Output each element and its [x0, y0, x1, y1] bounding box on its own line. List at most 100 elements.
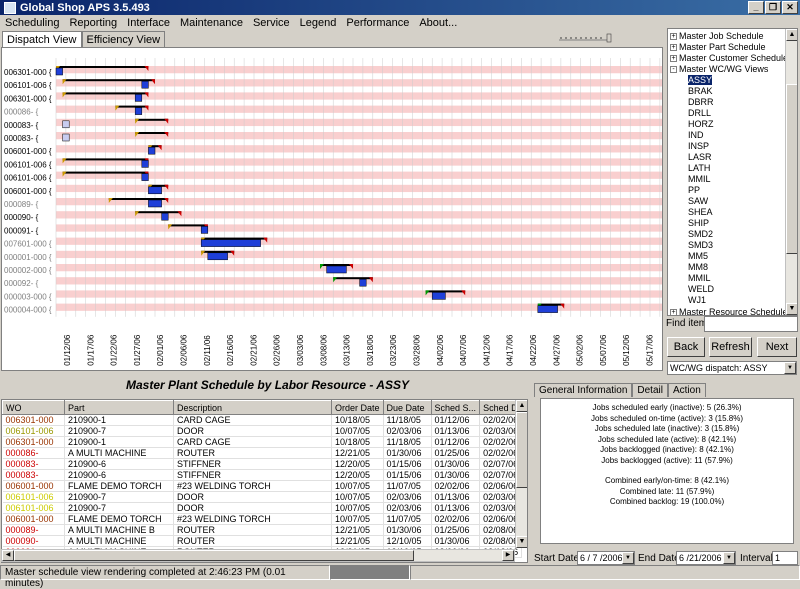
- job-bar[interactable]: [55, 67, 63, 76]
- gantt-row-label[interactable]: 006101-006 {: [4, 174, 52, 183]
- scroll-up-arrow-icon[interactable]: ▲: [516, 400, 527, 412]
- gantt-row-label[interactable]: 000083- {: [4, 134, 39, 143]
- tree-node-0[interactable]: + Master Job Schedule: [670, 31, 764, 41]
- job-bar[interactable]: [161, 212, 169, 221]
- gantt-row-label[interactable]: 007601-000 {: [4, 240, 52, 249]
- table-row[interactable]: 006101-006 210900-7 DOOR 10/07/05 02/03/06 01…: [2, 502, 523, 514]
- gantt-span-line[interactable]: [62, 158, 149, 161]
- gantt-span-line[interactable]: [201, 250, 235, 253]
- job-bar[interactable]: [134, 94, 143, 102]
- gantt-span-line[interactable]: [168, 224, 208, 227]
- tree-node-1[interactable]: + Master Part Schedule: [670, 42, 766, 52]
- interval-input[interactable]: 1: [772, 551, 798, 565]
- tree-child-ind[interactable]: IND: [688, 130, 704, 140]
- grid-vertical-scrollbar[interactable]: ▲ ▼: [515, 400, 527, 548]
- job-bar[interactable]: [326, 265, 347, 274]
- gantt-span-line[interactable]: [108, 198, 169, 200]
- job-bar[interactable]: [62, 133, 70, 142]
- table-row[interactable]: 006001-000 FLAME DEMO TORCH #23 WELDING TO…: [2, 513, 523, 525]
- table-row[interactable]: 000083- 210900-6 STIFFNER 12/20/05 01/15/06 0…: [2, 469, 523, 481]
- tree-child-smd2[interactable]: SMD2: [688, 229, 714, 239]
- table-row[interactable]: 006101-006 210900-7 DOOR 10/07/05 02/03/06 01…: [2, 425, 523, 437]
- tree-child-shea[interactable]: SHEA: [688, 207, 713, 217]
- tab-general-information[interactable]: General Information: [534, 383, 633, 397]
- col-header-part[interactable]: Part: [64, 400, 174, 415]
- tree-vertical-scrollbar[interactable]: ▲ ▼: [785, 29, 797, 315]
- refresh-button[interactable]: Refresh: [709, 337, 752, 357]
- job-bar[interactable]: [200, 226, 209, 234]
- scroll-thumb[interactable]: [786, 84, 797, 254]
- close-button[interactable]: ✕: [782, 1, 798, 14]
- job-bar[interactable]: [148, 146, 156, 155]
- menu-scheduling[interactable]: Scheduling: [5, 17, 60, 29]
- gantt-span-line[interactable]: [148, 184, 169, 187]
- table-row[interactable]: 006301-000 210900-1 CARD CAGE 10/18/05 11/18…: [2, 436, 523, 448]
- gantt-row-label[interactable]: 000001-000 {: [4, 253, 52, 262]
- tree-node-2[interactable]: + Master Customer Schedule: [670, 53, 789, 63]
- gantt-span-line[interactable]: [135, 132, 169, 134]
- gantt-row-label[interactable]: 006301-000 {: [4, 94, 52, 103]
- tree-child-smd3[interactable]: SMD3: [688, 240, 714, 250]
- gantt-row-label[interactable]: 000092- {: [4, 279, 39, 288]
- tree-child-mm5[interactable]: MM5: [688, 251, 708, 261]
- job-bar[interactable]: [537, 305, 558, 313]
- job-bar[interactable]: [62, 120, 70, 129]
- start-date-picker[interactable]: 6 / 7 /2006 ▼: [577, 551, 635, 565]
- tree-child-lath[interactable]: LATH: [688, 163, 711, 173]
- table-row[interactable]: 000089- A MULTI MACHINE B ROUTER 12/21/05 01…: [2, 524, 523, 536]
- job-bar[interactable]: [207, 252, 228, 261]
- gantt-span-line[interactable]: [333, 277, 373, 280]
- zoom-slider[interactable]: [557, 33, 613, 43]
- gantt-span-line[interactable]: [135, 118, 169, 121]
- expand-icon[interactable]: +: [670, 44, 677, 52]
- tab-detail[interactable]: Detail: [632, 383, 668, 397]
- col-header-sched-start[interactable]: Sched S...: [430, 400, 481, 415]
- job-bar[interactable]: [148, 186, 162, 195]
- menu-performance[interactable]: Performance: [346, 17, 410, 29]
- tree-node-3[interactable]: - Master WC/WG Views: [670, 64, 768, 74]
- gantt-row-label[interactable]: 000091- {: [4, 226, 39, 235]
- scroll-thumb[interactable]: [14, 550, 414, 561]
- menu-reporting[interactable]: Reporting: [69, 17, 118, 29]
- gantt-chart[interactable]: 006301-000 {006101-006 {006301-000 {0000…: [1, 47, 663, 371]
- gantt-row-label[interactable]: 000086- {: [4, 108, 39, 117]
- expand-icon[interactable]: -: [670, 66, 677, 74]
- menu-maintenance[interactable]: Maintenance: [179, 17, 243, 29]
- table-row[interactable]: 000090- A MULTI MACHINE ROUTER 12/21/05 12/1…: [2, 535, 523, 547]
- gantt-span-line[interactable]: [62, 79, 155, 82]
- job-bar[interactable]: [134, 107, 143, 115]
- gantt-row-label[interactable]: 000004-000 {: [4, 306, 52, 315]
- gantt-svg[interactable]: 006301-000 {006101-006 {006301-000 {0000…: [2, 48, 662, 370]
- scroll-thumb[interactable]: [516, 412, 527, 488]
- table-row[interactable]: 006001-000 FLAME DEMO TORCH #23 WELDING TO…: [2, 480, 523, 492]
- gantt-row-label[interactable]: 000090- {: [4, 213, 39, 222]
- table-row[interactable]: 000086- A MULTI MACHINE ROUTER 12/21/05 01/3…: [2, 447, 523, 459]
- menu-about[interactable]: About...: [419, 17, 458, 29]
- job-bar[interactable]: [141, 160, 149, 168]
- expand-icon[interactable]: +: [670, 33, 677, 41]
- tree-child-drll[interactable]: DRLL: [688, 108, 712, 118]
- back-button[interactable]: Back: [667, 337, 705, 357]
- grid-horizontal-scrollbar[interactable]: ◀ ▶: [1, 549, 515, 562]
- tree-child-dbrr[interactable]: DBRR: [688, 97, 714, 107]
- col-header-order-date[interactable]: Order Date: [331, 400, 384, 415]
- table-row[interactable]: 006301-000 210900-1 CARD CAGE 10/18/05 11/18…: [2, 414, 523, 426]
- find-item-input[interactable]: [704, 316, 798, 332]
- job-bar[interactable]: [359, 278, 367, 287]
- scroll-down-arrow-icon[interactable]: ▼: [786, 303, 797, 315]
- minimize-button[interactable]: _: [748, 1, 764, 14]
- menu-interface[interactable]: Interface: [127, 17, 170, 29]
- gantt-row-label[interactable]: 000083- {: [4, 121, 39, 130]
- gantt-span-line[interactable]: [425, 290, 466, 293]
- table-row[interactable]: 006101-006 210900-7 DOOR 10/07/05 02/03/06 01…: [2, 491, 523, 503]
- scroll-left-arrow-icon[interactable]: ◀: [2, 550, 14, 561]
- job-bar[interactable]: [431, 292, 446, 300]
- gantt-row-label[interactable]: 006001-000 {: [4, 147, 52, 156]
- tree-child-insp[interactable]: INSP: [688, 141, 710, 151]
- maximize-button[interactable]: ❐: [765, 1, 781, 14]
- menu-legend[interactable]: Legend: [299, 17, 337, 29]
- tree-child-ship[interactable]: SHIP: [688, 218, 710, 228]
- tree-node-resource-schedules[interactable]: + Master Resource Schedules: [670, 307, 793, 316]
- gantt-row-label[interactable]: 000089- {: [4, 200, 39, 209]
- tree-child-mm8[interactable]: MM8: [688, 262, 708, 272]
